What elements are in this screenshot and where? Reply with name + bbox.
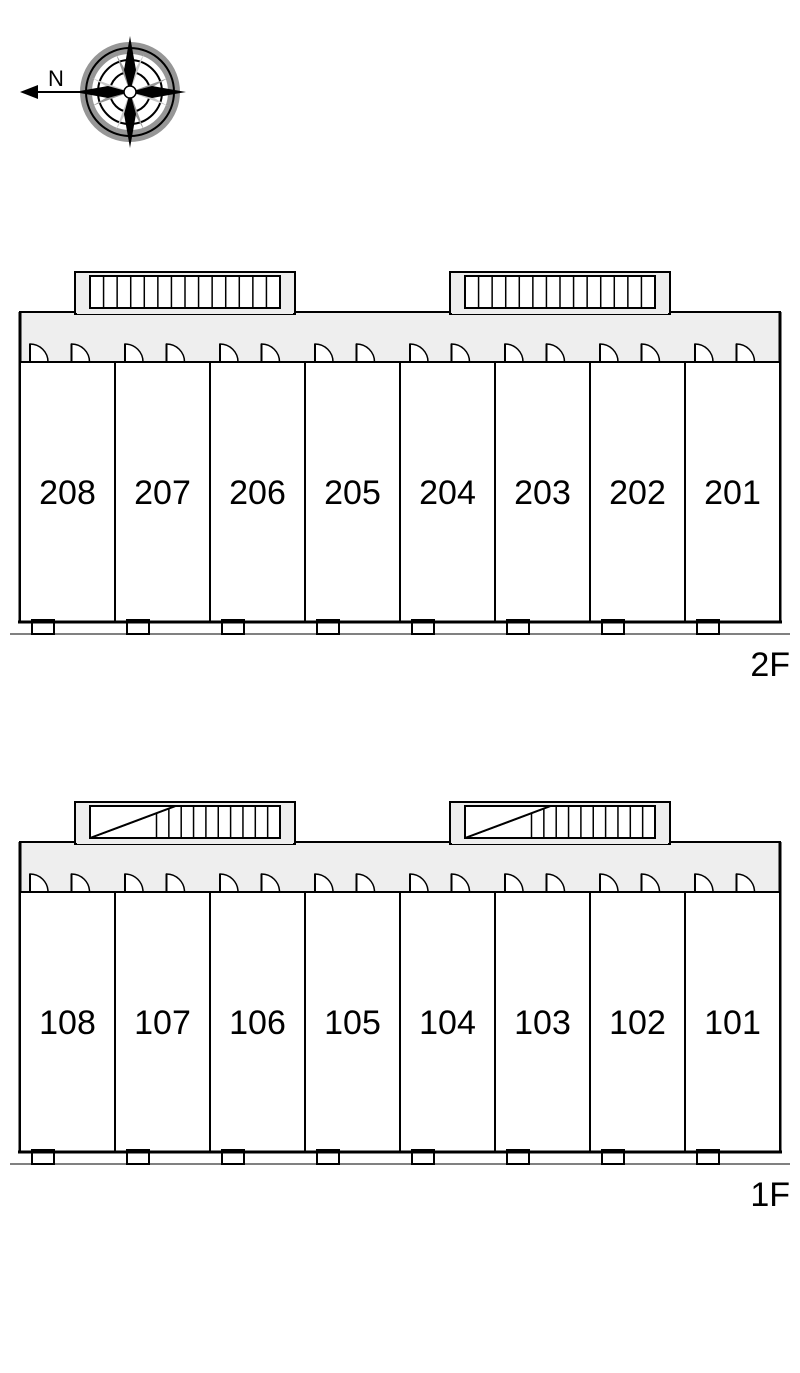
room-label: 106: [229, 1004, 286, 1042]
room-label: 207: [134, 474, 191, 512]
compass-svg: N: [20, 30, 200, 160]
room-label: 103: [514, 1004, 571, 1042]
room-label: 206: [229, 474, 286, 512]
compass-rose: N: [20, 30, 200, 160]
room-label: 108: [39, 1004, 96, 1042]
room-label: 107: [134, 1004, 191, 1042]
floor-1F: 1081071061051041031021011F: [10, 800, 790, 1170]
room-label: 202: [609, 474, 666, 512]
room-label: 205: [324, 474, 381, 512]
room-label: 101: [704, 1004, 761, 1042]
room-label: 208: [39, 474, 96, 512]
room-label: 105: [324, 1004, 381, 1042]
floor-svg: 108 107 106 105 104 103 102 101: [10, 800, 790, 1170]
room-label: 104: [419, 1004, 476, 1042]
floor-label: 1F: [750, 1176, 790, 1215]
floor-svg: 208 207 206 205 204 203 202 201: [10, 270, 790, 640]
room-label: 204: [419, 474, 476, 512]
room-label: 201: [704, 474, 761, 512]
floor-2F: 2082072062052042032022012F: [10, 270, 790, 640]
floor-label: 2F: [750, 646, 790, 685]
page: N 208 207 206 205 204 203 202 201 2F 108 107 106 105…: [0, 0, 800, 1373]
room-label: 203: [514, 474, 571, 512]
room-label: 102: [609, 1004, 666, 1042]
compass-label: N: [48, 66, 64, 91]
